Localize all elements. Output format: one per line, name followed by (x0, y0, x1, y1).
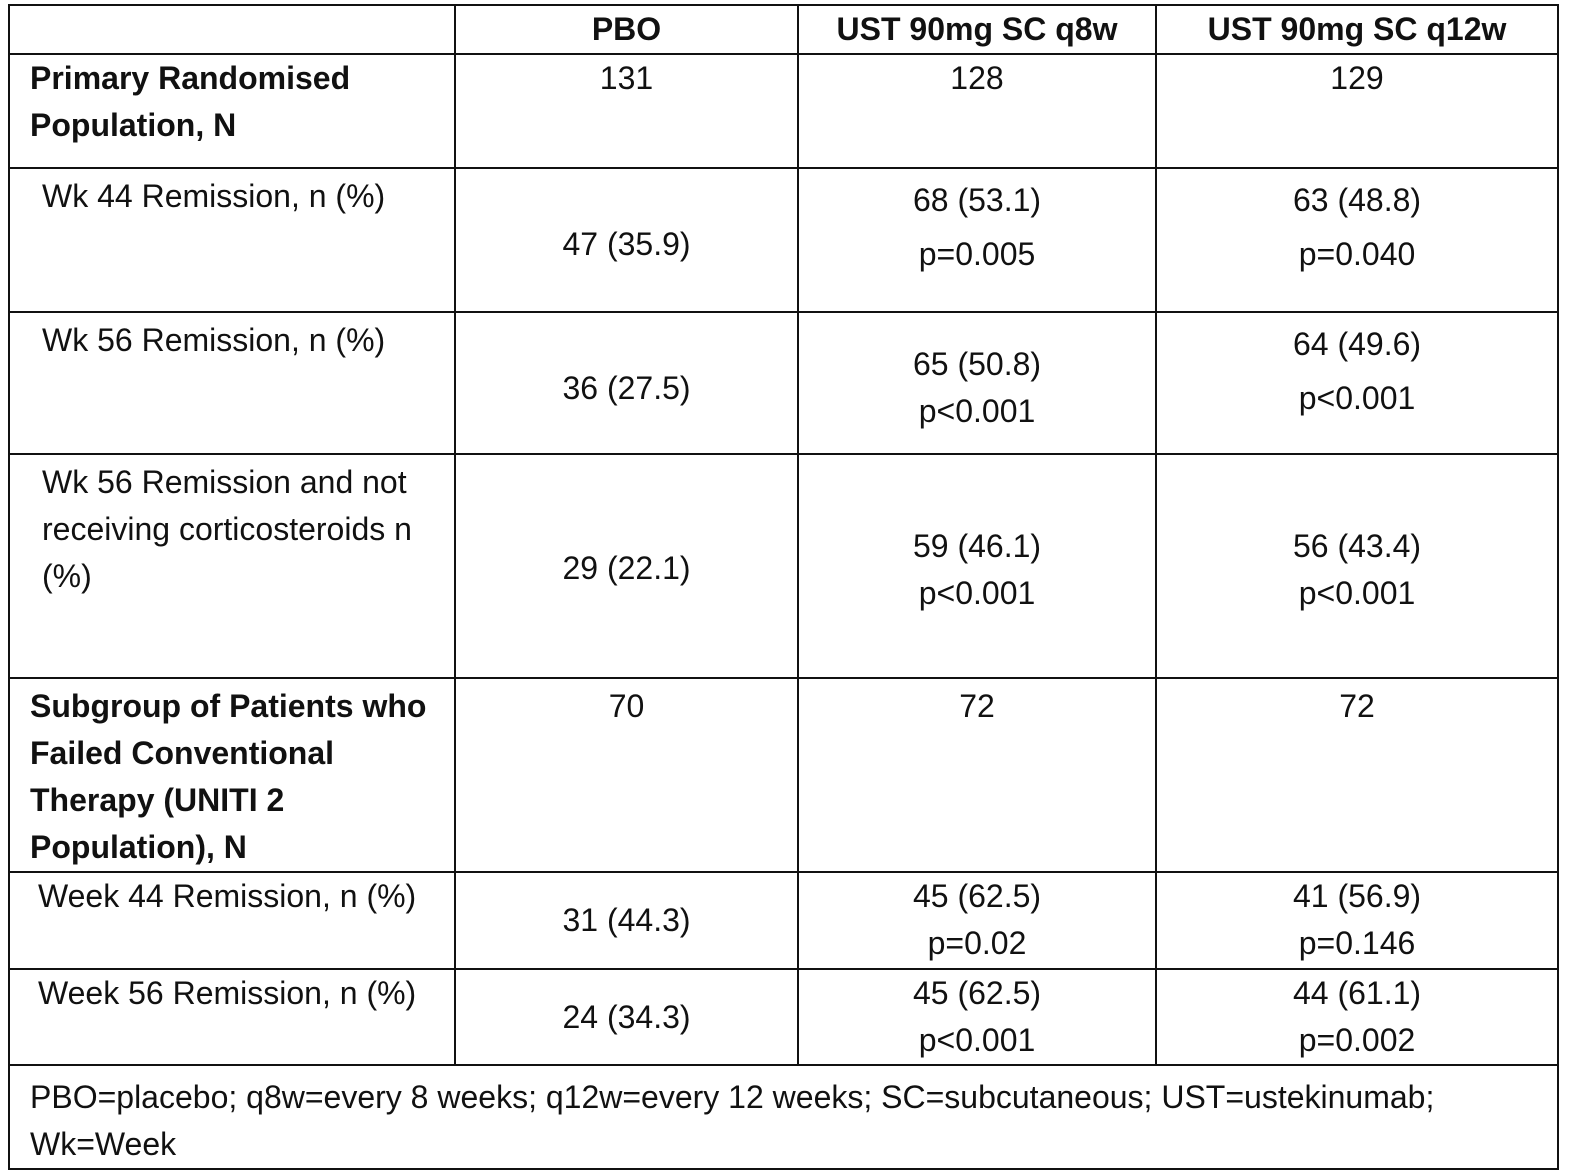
q8w-n: 128 (797, 53, 1157, 169)
q8w-count: 59 (46.1) (912, 528, 1042, 564)
pbo-value: 29 (22.1) (454, 453, 799, 679)
pbo-count: 31 (44.3) (562, 902, 691, 938)
header-pbo: PBO (454, 4, 799, 55)
q8w-pvalue: p<0.001 (918, 1022, 1036, 1058)
header-cell-label (8, 4, 456, 55)
footnote-row: PBO=placebo; q8w=every 8 weeks; q12w=eve… (8, 1064, 1559, 1170)
table-row: Week 56 Remission, n (%) 24 (34.3) 45 (6… (8, 968, 1559, 1066)
pbo-count: 36 (27.5) (562, 370, 691, 406)
q8w-pvalue: p=0.02 (927, 925, 1027, 961)
q12w-n: 72 (1155, 677, 1559, 873)
q12w-value: 63 (48.8) p=0.040 (1155, 167, 1559, 313)
q12w-count: 44 (61.1) (1292, 975, 1422, 1011)
q12w-pvalue: p<0.001 (1298, 380, 1416, 416)
q12w-count: 56 (43.4) (1292, 528, 1422, 564)
q12w-count: 64 (49.6) (1292, 326, 1422, 362)
header-ust-q8w: UST 90mg SC q8w (797, 4, 1157, 55)
q8w-count: 68 (53.1) (912, 182, 1042, 218)
pbo-value: 24 (34.3) (454, 968, 799, 1066)
q12w-n: 129 (1155, 53, 1559, 169)
pbo-value: 31 (44.3) (454, 871, 799, 970)
pbo-value: 36 (27.5) (454, 311, 799, 455)
table-row: Week 44 Remission, n (%) 31 (44.3) 45 (6… (8, 871, 1559, 970)
row-label: Wk 56 Remission, n (%) (8, 311, 456, 455)
table-row: Wk 44 Remission, n (%) 47 (35.9) 68 (53.… (8, 167, 1559, 313)
q8w-pvalue: p=0.005 (918, 236, 1036, 272)
q8w-pvalue: p<0.001 (918, 575, 1036, 611)
q12w-value: 56 (43.4) p<0.001 (1155, 453, 1559, 679)
table-row: Wk 56 Remission, n (%) 36 (27.5) 65 (50.… (8, 311, 1559, 455)
q8w-count: 45 (62.5) (912, 975, 1042, 1011)
q8w-value: 45 (62.5) p=0.02 (797, 871, 1157, 970)
q12w-pvalue: p=0.002 (1298, 1022, 1416, 1058)
q12w-count: 63 (48.8) (1292, 182, 1422, 218)
q12w-pvalue: p=0.146 (1298, 925, 1416, 961)
q8w-value: 65 (50.8) p<0.001 (797, 311, 1157, 455)
row-label: Subgroup of Patients who Failed Conventi… (8, 677, 456, 873)
q8w-count: 65 (50.8) (912, 346, 1042, 382)
results-table: PBO UST 90mg SC q8w UST 90mg SC q12w Pri… (8, 4, 1559, 1170)
q12w-value: 64 (49.6) p<0.001 (1155, 311, 1559, 455)
row-label: Week 56 Remission, n (%) (8, 968, 456, 1066)
q12w-value: 44 (61.1) p=0.002 (1155, 968, 1559, 1066)
row-label: Wk 44 Remission, n (%) (8, 167, 456, 313)
pbo-n: 131 (454, 53, 799, 169)
q12w-pvalue: p<0.001 (1298, 575, 1416, 611)
table-row: Subgroup of Patients who Failed Conventi… (8, 677, 1559, 873)
q8w-n: 72 (797, 677, 1157, 873)
header-ust-q12w: UST 90mg SC q12w (1155, 4, 1559, 55)
q12w-pvalue: p=0.040 (1298, 236, 1416, 272)
row-label: Wk 56 Remission and not receiving cortic… (8, 453, 456, 679)
q12w-value: 41 (56.9) p=0.146 (1155, 871, 1559, 970)
q12w-count: 41 (56.9) (1292, 878, 1422, 914)
pbo-count: 24 (34.3) (562, 999, 691, 1035)
q8w-value: 45 (62.5) p<0.001 (797, 968, 1157, 1066)
q8w-pvalue: p<0.001 (918, 393, 1036, 429)
q8w-value: 68 (53.1) p=0.005 (797, 167, 1157, 313)
pbo-n: 70 (454, 677, 799, 873)
pbo-count: 29 (22.1) (562, 550, 691, 586)
row-label: Week 44 Remission, n (%) (8, 871, 456, 970)
row-label: Primary Randomised Population, N (8, 53, 456, 169)
q8w-count: 45 (62.5) (912, 878, 1042, 914)
footnote: PBO=placebo; q8w=every 8 weeks; q12w=eve… (8, 1064, 1559, 1170)
q8w-value: 59 (46.1) p<0.001 (797, 453, 1157, 679)
pbo-count: 47 (35.9) (562, 226, 691, 262)
pbo-value: 47 (35.9) (454, 167, 799, 313)
header-row: PBO UST 90mg SC q8w UST 90mg SC q12w (8, 4, 1559, 55)
table-row: Primary Randomised Population, N 131 128… (8, 53, 1559, 169)
table-row: Wk 56 Remission and not receiving cortic… (8, 453, 1559, 679)
